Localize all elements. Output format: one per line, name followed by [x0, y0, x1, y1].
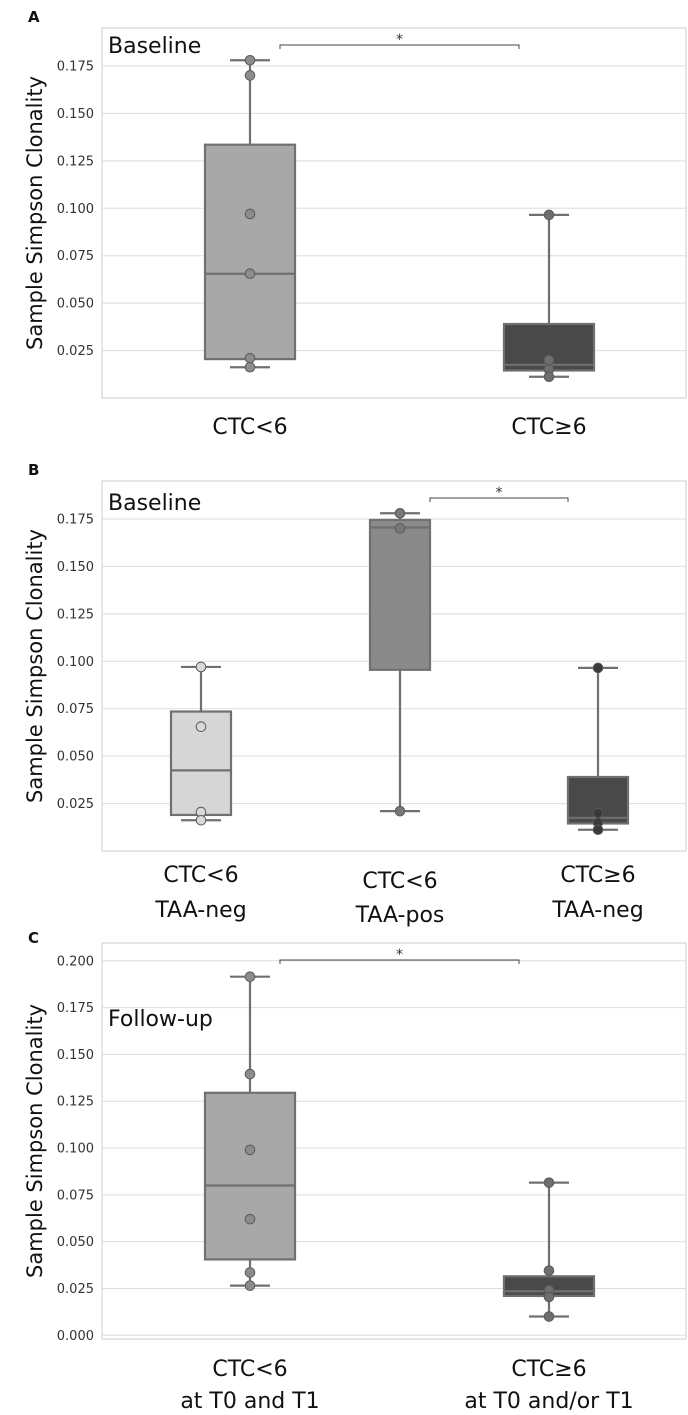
- significance-bracket: *: [279, 947, 520, 964]
- y-tick-label: 0.125: [57, 154, 94, 169]
- category-label: CTC≥6: [511, 415, 586, 440]
- panel-title: Baseline: [108, 491, 201, 516]
- y-tick-label: 0.150: [57, 560, 94, 575]
- significance-line: [279, 959, 520, 964]
- data-point: [244, 1068, 256, 1080]
- y-tick-label: 0.075: [57, 249, 94, 264]
- y-tick-label: 0.025: [57, 1282, 94, 1297]
- category-label: TAA-pos: [355, 903, 445, 928]
- category-label: at T0 and T1: [180, 1389, 319, 1414]
- box-iqr: [368, 518, 432, 671]
- box-iqr: [203, 1091, 297, 1261]
- panel-title: Baseline: [108, 34, 201, 59]
- plot-area: [101, 27, 687, 399]
- category-label: CTC<6: [163, 863, 238, 888]
- category-label: CTC≥6: [511, 1357, 586, 1382]
- panel-label: A: [28, 8, 40, 26]
- y-tick-label: 0.025: [57, 344, 94, 359]
- data-point: [244, 1280, 256, 1291]
- y-tick-label: 0.100: [57, 655, 94, 670]
- y-tick-label: 0.100: [57, 202, 94, 217]
- data-point: [543, 1291, 555, 1303]
- y-axis-label: Sample Simpson Clonality: [23, 1004, 47, 1278]
- data-point: [244, 1213, 256, 1225]
- y-tick-label: 0.150: [57, 1048, 94, 1063]
- category-label: CTC<6: [212, 1357, 287, 1382]
- category-group: CTC≥6 TAA-neg: [551, 662, 644, 923]
- category-label: TAA-neg: [551, 898, 643, 923]
- y-tick-label: 0.100: [57, 1142, 94, 1157]
- data-point: [543, 354, 555, 366]
- category-group: CTC<6: [203, 54, 297, 440]
- data-point: [543, 1265, 555, 1276]
- data-point: [195, 814, 207, 826]
- y-tick-label: 0.125: [57, 607, 94, 622]
- data-point: [592, 824, 604, 836]
- data-point: [543, 209, 555, 221]
- significance-star: *: [496, 485, 503, 501]
- y-tick-label: 0.175: [57, 1001, 94, 1016]
- category-group: CTC<6 TAA-neg: [154, 661, 247, 923]
- y-tick-label: 0.075: [57, 702, 94, 717]
- data-point: [394, 507, 406, 519]
- data-point: [244, 70, 256, 81]
- panel-label: B: [28, 461, 39, 479]
- y-tick-label: 0.050: [57, 750, 94, 765]
- chart-panel-a: 0.025 0.050 0.075 0.100 0.125 0.150 0.175 A Base…: [23, 8, 687, 440]
- data-point: [244, 361, 256, 373]
- data-point: [592, 662, 604, 674]
- y-axis-label: Sample Simpson Clonality: [23, 529, 47, 803]
- significance-line: [429, 497, 569, 502]
- category-group: CTC<6 TAA-pos: [355, 507, 445, 928]
- y-tick-label: 0.050: [57, 297, 94, 312]
- category-label: TAA-neg: [154, 898, 246, 923]
- data-point: [244, 208, 256, 220]
- y-tick-label: 0.075: [57, 1188, 94, 1203]
- category-group: CTC≥6 at T0 and/or T1: [464, 1177, 634, 1414]
- y-tick-label: 0.150: [57, 107, 94, 122]
- category-label: CTC≥6: [560, 863, 635, 888]
- data-point: [543, 371, 555, 383]
- y-tick-label: 0.025: [57, 797, 94, 812]
- data-point: [244, 352, 256, 364]
- data-point: [195, 661, 207, 673]
- data-point: [244, 1267, 256, 1278]
- category-group: CTC<6 at T0 and T1: [180, 971, 320, 1414]
- y-tick-label: 0.125: [57, 1095, 94, 1110]
- y-axis-label: Sample Simpson Clonality: [23, 76, 47, 350]
- plot-area: [101, 942, 687, 1340]
- category-label: CTC<6: [362, 869, 437, 894]
- data-point: [244, 971, 256, 983]
- data-point: [543, 1311, 555, 1322]
- significance-line: [279, 44, 520, 49]
- panel-title: Follow-up: [108, 1007, 213, 1032]
- data-point: [543, 1177, 555, 1188]
- data-point: [244, 1144, 256, 1156]
- data-point: [195, 721, 207, 733]
- significance-star: *: [396, 32, 403, 48]
- panel-label: C: [28, 929, 39, 947]
- data-point: [394, 523, 406, 534]
- category-label: at T0 and/or T1: [464, 1389, 633, 1414]
- significance-bracket: *: [279, 32, 520, 49]
- significance-star: *: [396, 947, 403, 963]
- data-point: [394, 805, 406, 817]
- data-point: [244, 268, 256, 280]
- significance-bracket: *: [429, 485, 569, 502]
- data-point: [592, 807, 604, 819]
- data-point: [244, 54, 256, 66]
- box-iqr: [203, 143, 297, 361]
- category-group: CTC≥6: [502, 209, 596, 440]
- chart-panel-c: 0.000 0.025 0.050 0.075 0.100 0.125 0.150 0.175…: [23, 929, 687, 1414]
- y-tick-label: 0.000: [57, 1329, 94, 1344]
- category-label: CTC<6: [212, 415, 287, 440]
- y-tick-label: 0.050: [57, 1235, 94, 1250]
- y-tick-label: 0.175: [57, 59, 94, 74]
- chart-panel-b: 0.025 0.050 0.075 0.100 0.125 0.150 0.175 B Base…: [23, 461, 687, 928]
- y-tick-label: 0.175: [57, 512, 94, 527]
- y-tick-label: 0.200: [57, 954, 94, 969]
